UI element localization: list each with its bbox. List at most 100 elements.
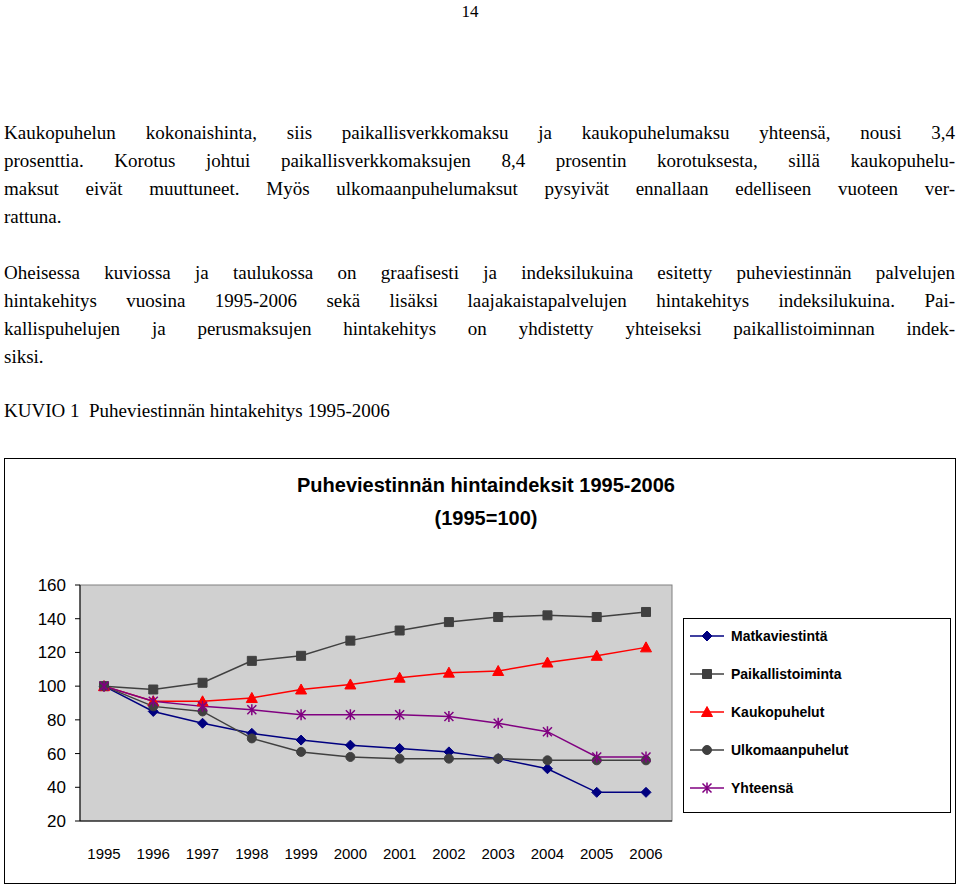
x-tick-label: 2002 (432, 845, 465, 862)
data-point (100, 682, 109, 691)
data-point (394, 672, 405, 682)
x-tick-label: 1997 (186, 845, 219, 862)
data-point (642, 607, 651, 616)
data-point (100, 682, 109, 691)
y-tick-label: 60 (47, 745, 66, 764)
series-line (104, 686, 646, 760)
x-tick-label: 2005 (580, 845, 613, 862)
y-tick (75, 787, 80, 788)
data-point (444, 754, 453, 763)
text-line: maksut eivät muuttuneet. Myös ulkomaanpu… (4, 177, 955, 201)
page-number: 14 (0, 0, 940, 24)
series-line (104, 612, 646, 690)
legend-marker (703, 783, 712, 794)
y-tick-label: 140 (38, 610, 66, 629)
data-point (198, 678, 207, 687)
x-tick-label: 2003 (481, 845, 514, 862)
data-point (641, 642, 652, 652)
data-point (297, 709, 306, 720)
y-tick (75, 719, 80, 720)
y-tick-label: 160 (38, 576, 66, 595)
data-point (296, 684, 307, 694)
data-point (247, 734, 256, 743)
text-line: prosenttia. Korotus johtui paikallisverk… (4, 149, 955, 173)
data-point (444, 711, 453, 722)
y-tick (75, 753, 80, 754)
x-tick-label: 1996 (137, 845, 170, 862)
data-point (542, 657, 553, 667)
legend-box (684, 619, 951, 813)
data-group (99, 607, 652, 797)
data-point (296, 735, 306, 745)
page: {"page_number": "14", "paragraphs": [ ["… (0, 0, 960, 889)
data-point (297, 651, 306, 660)
data-point (99, 681, 110, 691)
text-line: siksi. (4, 345, 955, 369)
data-point (395, 744, 405, 754)
data-point (592, 613, 601, 622)
data-point (395, 626, 404, 635)
data-point (444, 618, 453, 627)
data-point (592, 751, 601, 762)
x-tick-label: 2001 (383, 845, 416, 862)
y-tick-label: 100 (38, 677, 66, 696)
plot-area (80, 585, 672, 821)
data-point (148, 696, 159, 706)
series-line (104, 647, 646, 701)
data-point (543, 726, 552, 737)
data-point (641, 787, 651, 797)
y-tick-label: 120 (38, 643, 66, 662)
y-tick (75, 686, 80, 687)
legend-label: Ulkomaanpuhelut (731, 742, 849, 758)
data-point (247, 704, 256, 715)
y-tick (75, 652, 80, 653)
text-line: kallispuhelujen ja perusmaksujen hintake… (4, 317, 955, 341)
data-point (494, 754, 503, 763)
y-tick-label: 20 (47, 812, 66, 831)
data-point (149, 696, 158, 707)
chart-title: Puheviestinnän hintaindeksit 1995-2006 (297, 474, 675, 496)
data-point (494, 613, 503, 622)
data-point (346, 709, 355, 720)
data-point (592, 787, 602, 797)
data-point (493, 665, 504, 675)
data-point (395, 709, 404, 720)
x-tick-label: 1998 (235, 845, 268, 862)
text-line: hintakehitys vuosina 1995-2006 sekä lisä… (4, 289, 955, 313)
data-point (297, 747, 306, 756)
legend-marker (702, 631, 712, 641)
data-point (346, 636, 355, 645)
x-tick-label: 2000 (334, 845, 367, 862)
figure-caption: KUVIO 1 Puheviestinnän hintakehitys 1995… (4, 399, 390, 423)
legend-marker (703, 746, 712, 755)
data-point (494, 718, 503, 729)
data-point (345, 740, 355, 750)
y-tick-label: 80 (47, 711, 66, 730)
data-point (247, 656, 256, 665)
x-axis (80, 821, 672, 822)
y-tick (75, 585, 80, 586)
data-point (493, 754, 503, 764)
y-tick-label: 40 (47, 778, 66, 797)
data-point (591, 650, 602, 660)
text-line: rattuna. (4, 205, 955, 229)
legend-label: Yhteensä (731, 780, 793, 796)
y-tick (75, 618, 80, 619)
data-point (100, 681, 109, 692)
chart-subtitle: (1995=100) (435, 507, 538, 529)
x-tick-label: 1999 (284, 845, 317, 862)
data-point (642, 751, 651, 762)
data-point (443, 667, 454, 677)
legend-label: Paikallistoiminta (731, 666, 842, 682)
data-point (99, 681, 109, 691)
series-line (104, 686, 646, 757)
data-point (198, 718, 208, 728)
data-point (149, 685, 158, 694)
legend-marker (702, 707, 713, 717)
data-point (395, 754, 404, 763)
data-point (543, 611, 552, 620)
legend-label: Matkaviestintä (731, 628, 828, 644)
data-point (345, 679, 356, 689)
data-point (543, 756, 552, 765)
x-tick-label: 2004 (531, 845, 564, 862)
